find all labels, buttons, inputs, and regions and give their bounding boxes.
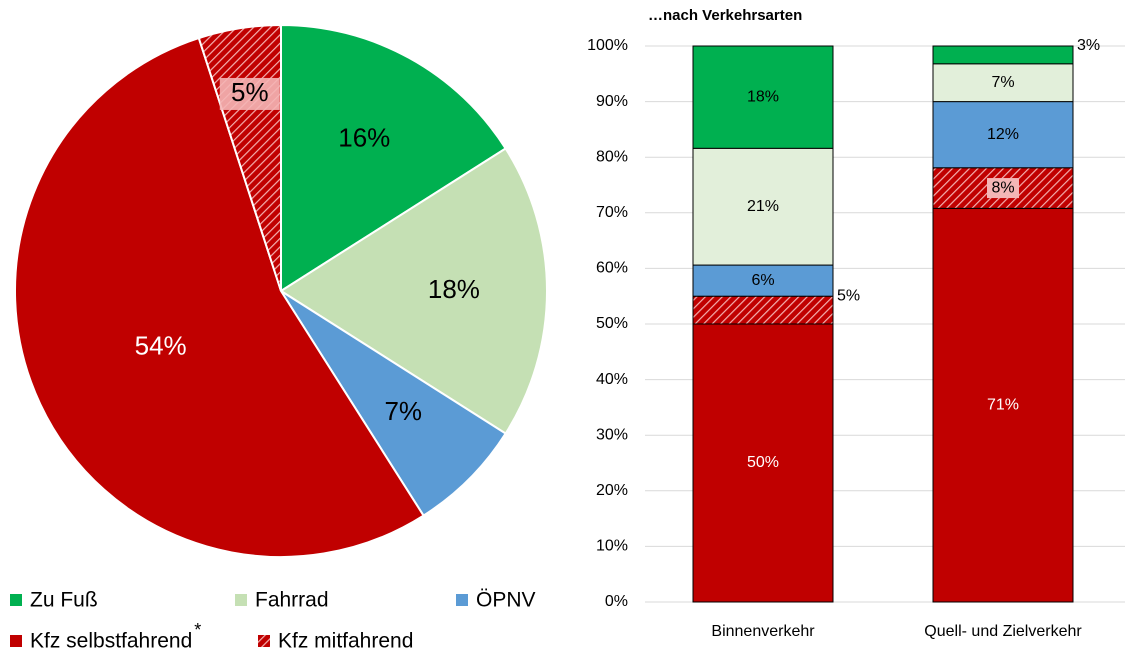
pie-label: 5% [231,77,269,107]
y-tick-label: 0% [605,593,628,610]
bar-label: 21% [747,198,779,215]
bar-segment [932,63,1074,103]
pie-label: 54% [135,331,187,361]
legend-label: Zu Fuß [30,589,98,612]
x-tick-label: Binnenverkehr [711,623,815,640]
pie-label: 16% [338,122,390,152]
y-tick-label: 90% [596,93,628,110]
x-tick-label: Quell- und Zielverkehr [924,623,1082,640]
y-tick-label: 40% [596,371,628,388]
y-tick-label: 30% [596,426,628,443]
bar-segment [932,207,1074,603]
legend-label: Fahrrad [255,589,329,612]
label-box [987,178,1019,199]
label-box [219,77,280,110]
y-tick-label: 20% [596,482,628,499]
bar-segment [692,147,834,266]
legend-swatch [456,594,468,606]
bar-label: 6% [751,272,774,289]
pie-slice [14,36,425,558]
pie-label: 7% [384,396,422,426]
legend-swatch [235,594,247,606]
legend-swatch [258,635,270,647]
bar-label: 71% [987,396,1019,413]
legend-swatch [10,635,22,647]
legend-label: Kfz mitfahrend [278,630,413,653]
bar-segment [692,45,834,149]
y-tick-label: 50% [596,315,628,332]
legend-swatch [10,594,22,606]
legend-marker: * [194,620,201,640]
bar-segment [692,264,834,297]
bar-label: 7% [991,74,1014,91]
legend-label: Kfz selbstfahrend [30,630,192,653]
pie-label: 18% [428,274,480,304]
y-tick-label: 10% [596,538,628,555]
bar-segment [692,295,834,325]
pie-slice [280,23,507,293]
y-tick-label: 80% [596,148,628,165]
bar-label: 8% [991,179,1014,196]
pie-slice [279,147,548,435]
y-tick-label: 100% [587,37,628,54]
pie-slice [280,290,507,517]
bar-segment [932,45,1074,65]
bar-label: 18% [747,88,779,105]
bar-label: 3% [1077,37,1100,54]
bar-title: …nach Verkehrsarten [648,7,802,24]
bar-label: 12% [987,126,1019,143]
y-tick-label: 70% [596,204,628,221]
bar-label: 5% [837,287,860,304]
bar-label: 50% [747,454,779,471]
y-tick-label: 60% [596,260,628,277]
bar-segment [932,101,1074,169]
legend-label: ÖPNV [476,589,536,612]
